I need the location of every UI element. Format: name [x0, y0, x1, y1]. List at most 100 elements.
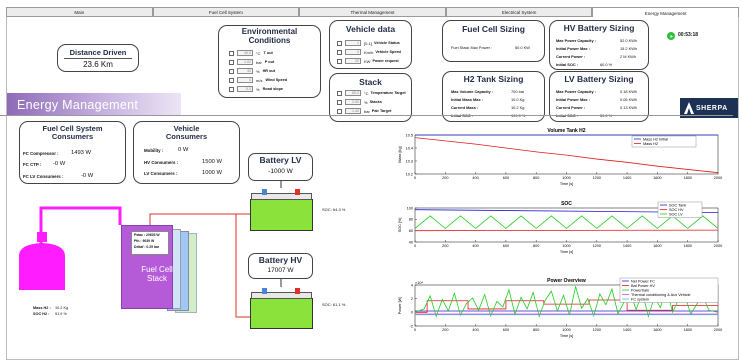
env-tout-unit: °C — [256, 50, 261, 56]
chartundefined-xlabel: Time [s] — [560, 250, 573, 254]
chartundefined-ytick-label: 100 — [407, 206, 413, 210]
lv-maxcap-label: Max Power Capacity : — [556, 89, 597, 94]
lv-maxcap-value: 0.18 KWh — [620, 89, 638, 94]
chartundefined-xtick-label: 1600 — [653, 244, 661, 248]
vd-row-power: 20 KW Power request — [337, 58, 399, 64]
stack-row-temp: 65.0 °C Temperature Target — [337, 90, 406, 96]
battery-fill — [251, 200, 312, 230]
h2-volume-value: 700 bar — [511, 89, 525, 94]
chartundefined-xtick-label: 600 — [503, 176, 509, 180]
chartundefined-xtick-label: 2000 — [714, 328, 722, 332]
lv-sizing-title: LV Battery Sizing — [564, 74, 634, 84]
vd-power-label: Power request — [372, 59, 399, 63]
chartundefined-xtick-label: 1600 — [653, 176, 661, 180]
chartundefined-xtick-label: 600 — [503, 244, 509, 248]
chartundefined-xtick-label: 1200 — [593, 176, 601, 180]
fc-lv-row: FC LV Consumers : -0 W — [23, 173, 93, 179]
chart-soc: SOC 0 200 400 600 800 1000 1200 1400 1600 1800 2000… — [393, 200, 738, 262]
battery-hv-soc: SOC: 61.1 % — [322, 302, 346, 307]
h2-sizing-title: H2 Tank Sizing — [463, 74, 524, 84]
vd-speed-unit: Km/h — [364, 49, 374, 55]
env-pout-input[interactable]: 1.02 — [237, 59, 253, 65]
tank-soc-label: SOC H2 : — [33, 312, 50, 316]
env-hrout-input[interactable]: 30 — [237, 68, 253, 74]
env-pout-label: P out — [264, 60, 275, 64]
stack-temp-input[interactable]: 65.0 — [345, 90, 361, 96]
page-title: Energy Management — [7, 93, 181, 116]
env-slope-input[interactable]: 0.0 — [237, 86, 253, 92]
hv-initpower-label: Initial Power Max : — [556, 46, 590, 51]
sherpa-logo-mark-icon — [684, 102, 694, 114]
fc-compressor-value: 1493 W — [71, 150, 91, 156]
stack-stacks-unit: % — [364, 99, 368, 105]
chartundefined-legend-label: SOC LV — [669, 212, 683, 216]
fc-sizing-panel: Fuel Cell Sizing Fuel Stack Max Power : 5… — [442, 20, 545, 62]
env-pout-checkbox[interactable] — [229, 59, 234, 65]
stack-pstac: Pstac : 20603 W — [134, 233, 160, 237]
chartundefined-legend-label: Thermal conditioning & Aux Vehicle — [631, 293, 691, 297]
stack-row-pair: 1.40 bar Pair Target — [337, 108, 391, 114]
h2-curmass-value: 10.2 Kg — [511, 105, 525, 110]
vehicle-data-title: Vehicle data — [345, 24, 396, 34]
tab-fuel-cell-system[interactable]: Fuel Cell System — [152, 7, 300, 17]
stack-label-line2: Stack — [146, 274, 167, 283]
hv-curpower-label: Current Power : — [556, 54, 586, 59]
tab-main[interactable]: Main — [6, 7, 153, 17]
play-icon — [670, 34, 673, 38]
chartundefined-xtick-label: 800 — [533, 244, 539, 248]
fc-compressor-row: FC Compressor : 1493 W — [23, 150, 91, 156]
tank-mass-value: 10.2 Kg — [55, 306, 69, 310]
chartundefined-ytick-label: 10.5 — [406, 133, 413, 137]
h2-supply-pipe — [39, 206, 122, 247]
env-slope-checkbox[interactable] — [229, 86, 234, 92]
battery-hv-terminal-negative — [262, 288, 267, 294]
h2-volume-label: Max Volume Capacity : — [451, 89, 494, 94]
env-wind-checkbox[interactable] — [229, 77, 234, 83]
env-pout-unit: bar — [256, 59, 262, 65]
chartundefined-xtick-label: 1400 — [623, 328, 631, 332]
fc-ctp-row: FC CTP : -0 W — [23, 161, 65, 167]
stack-temp-checkbox[interactable] — [337, 90, 342, 96]
lv-consumers-label: LV Consumers : — [144, 171, 178, 176]
chartundefined-ytick-label: -2 — [410, 324, 413, 328]
env-tout-input[interactable]: 40.0 — [237, 50, 253, 56]
tab-thermal-management[interactable]: Thermal Management — [299, 7, 446, 17]
vd-row-speed: 0 Km/h Vehicle Speed — [337, 49, 401, 55]
env-wind-unit: m/s — [256, 77, 263, 83]
chartundefined-legend-label: Mass H2 Initial — [643, 137, 668, 141]
env-wind-input[interactable]: 0 — [237, 77, 253, 83]
env-hrout-checkbox[interactable] — [229, 68, 234, 74]
fc-max-power-value: 50.0 KW — [515, 45, 530, 50]
stack-deltaf: Deltaf : 0.29 bar — [134, 245, 160, 249]
chartundefined-ylabel: Power [W] — [398, 297, 402, 315]
stack-stacks-checkbox[interactable] — [337, 99, 342, 105]
stack-pair-checkbox[interactable] — [337, 108, 342, 114]
chartundefined-ytick-label: 2 — [411, 297, 413, 301]
chartundefined-xtick-label: 400 — [472, 328, 478, 332]
env-slope-label: Road slope — [262, 87, 284, 91]
lv-consumers-value: 1000 W — [202, 170, 222, 176]
vd-power-input[interactable]: 20 — [345, 58, 361, 64]
environment-title: Environmental Conditions — [219, 27, 320, 45]
tab-bar: Main Fuel Cell System Thermal Management… — [6, 7, 739, 18]
env-tout-checkbox[interactable] — [229, 50, 234, 56]
vd-speed-input[interactable]: 0 — [345, 49, 361, 55]
tank-soc-value: 91.9 % — [55, 312, 67, 316]
run-button[interactable] — [667, 32, 675, 40]
chart-soc-svg: SOC 0 200 400 600 800 1000 1200 1400 1600 1800 2000… — [398, 201, 722, 254]
tab-energy-management[interactable]: Energy Management — [592, 7, 739, 18]
vd-status-checkbox[interactable] — [337, 40, 342, 46]
stack-stacks-input[interactable]: 2.00 — [345, 99, 361, 105]
vd-power-checkbox[interactable] — [337, 58, 342, 64]
lv-row-initpower: Initial Power Max : 0.05 KWh — [556, 97, 637, 102]
hv-sizing-panel: HV Battery Sizing Max Power Capacity : 52… — [549, 20, 649, 70]
vd-status-input[interactable]: 1 — [345, 40, 361, 46]
tab-electrical-system[interactable]: Electrical System — [445, 7, 593, 17]
env-wind-label: Wind Speed — [265, 78, 288, 82]
stack-pair-input[interactable]: 1.40 — [345, 108, 361, 114]
chart-volume-tank-svg: Volume Tank H2 0 200 400 600 800 1000 1200 1400 1… — [398, 128, 722, 186]
vd-speed-checkbox[interactable] — [337, 49, 342, 55]
lv-sizing-panel: LV Battery Sizing Max Power Capacity : 0.… — [549, 71, 649, 122]
battery-fill — [251, 299, 312, 328]
chartundefined-xtick-label: 1000 — [562, 244, 570, 248]
